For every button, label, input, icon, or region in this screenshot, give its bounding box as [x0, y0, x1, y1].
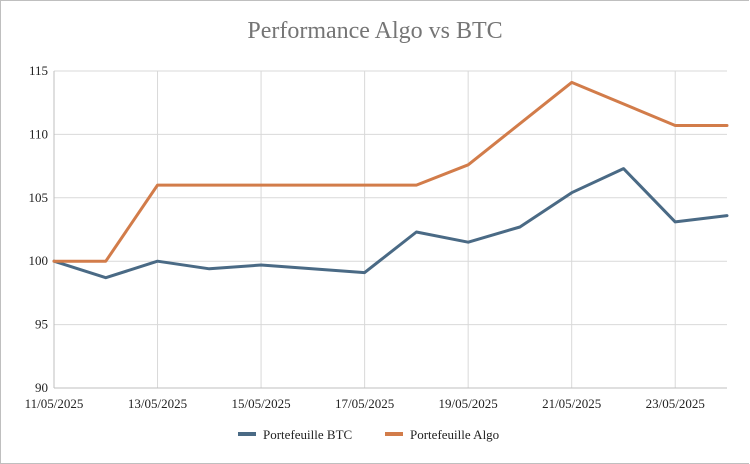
grid-lines — [53, 70, 727, 389]
x-tick-label: 19/05/2025 — [439, 396, 498, 411]
y-tick-label: 90 — [35, 380, 48, 395]
y-tick-label: 95 — [35, 317, 48, 332]
chart-title: Performance Algo vs BTC — [247, 18, 503, 44]
y-tick-label: 105 — [29, 190, 49, 205]
x-tick-label: 15/05/2025 — [231, 396, 290, 411]
legend-label: Portefeuille Algo — [410, 427, 499, 442]
series-line-btc — [52, 167, 729, 280]
x-tick-label: 11/05/2025 — [25, 396, 84, 411]
y-tick-label: 110 — [29, 126, 48, 141]
series-line-algo — [52, 80, 729, 263]
y-tick-label: 100 — [29, 253, 49, 268]
axes: 90 95 100 105 110 115 11/05/2025 13/05/2025 15/0… — [25, 63, 727, 411]
x-tick-label: 13/05/2025 — [128, 396, 187, 411]
x-tick-label: 23/05/2025 — [646, 396, 705, 411]
series-lines — [52, 80, 729, 280]
y-tick-label: 115 — [29, 63, 48, 78]
legend-label: Portefeuille BTC — [263, 427, 352, 442]
x-tick-label: 21/05/2025 — [542, 396, 601, 411]
legend: Portefeuille BTC Portefeuille Algo — [238, 427, 499, 442]
x-tick-label: 17/05/2025 — [335, 396, 394, 411]
